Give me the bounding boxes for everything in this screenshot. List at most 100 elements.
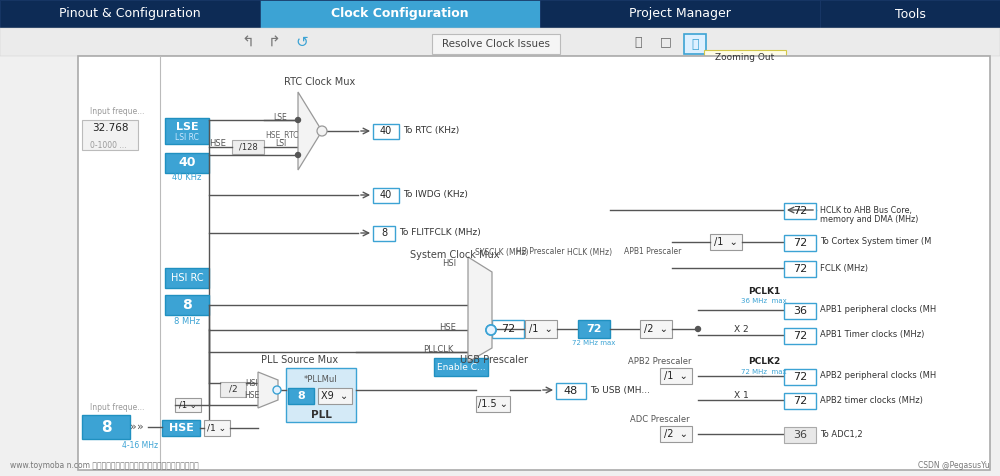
Text: LSE: LSE bbox=[176, 122, 198, 132]
Text: *PLLMul: *PLLMul bbox=[304, 376, 338, 385]
Bar bbox=[434, 358, 488, 376]
Circle shape bbox=[317, 126, 327, 136]
Bar bbox=[640, 320, 672, 338]
Text: Clock Configuration: Clock Configuration bbox=[331, 8, 469, 20]
Text: 8: 8 bbox=[297, 391, 305, 401]
Text: HSE: HSE bbox=[169, 423, 193, 433]
Text: 72: 72 bbox=[793, 264, 807, 274]
Bar bbox=[318, 388, 352, 404]
Bar bbox=[784, 261, 816, 277]
Text: HCLK to AHB Bus Core,: HCLK to AHB Bus Core, bbox=[820, 207, 912, 216]
Text: »: » bbox=[130, 422, 136, 432]
Text: To ADC1,2: To ADC1,2 bbox=[820, 429, 863, 438]
Bar bbox=[373, 124, 399, 139]
Text: 72: 72 bbox=[793, 396, 807, 406]
Text: 72: 72 bbox=[793, 238, 807, 248]
Text: APB2 Prescaler: APB2 Prescaler bbox=[628, 357, 692, 367]
Text: 72: 72 bbox=[793, 372, 807, 382]
Circle shape bbox=[486, 325, 496, 335]
Text: APB1 peripheral clocks (MH: APB1 peripheral clocks (MH bbox=[820, 306, 936, 315]
Text: 0-1000 ...: 0-1000 ... bbox=[90, 140, 126, 149]
Text: HSE: HSE bbox=[244, 391, 260, 400]
Bar bbox=[204, 420, 230, 436]
Bar bbox=[286, 368, 356, 422]
Text: X9  ⌄: X9 ⌄ bbox=[321, 391, 349, 401]
Text: /1  ⌄: /1 ⌄ bbox=[714, 237, 738, 247]
Text: 40: 40 bbox=[178, 157, 196, 169]
Text: memory and DMA (MHz): memory and DMA (MHz) bbox=[820, 216, 918, 225]
Bar bbox=[540, 0, 820, 28]
Polygon shape bbox=[258, 372, 278, 408]
Text: ↰: ↰ bbox=[242, 34, 254, 50]
Text: PLL Source Mux: PLL Source Mux bbox=[261, 355, 339, 365]
Text: 🔍: 🔍 bbox=[634, 36, 642, 49]
Text: HSE_RTC: HSE_RTC bbox=[265, 130, 299, 139]
Text: X 2: X 2 bbox=[734, 325, 748, 334]
Bar bbox=[710, 234, 742, 250]
Bar bbox=[162, 420, 200, 436]
Text: PCLK2: PCLK2 bbox=[748, 357, 780, 367]
Text: /1 ⌄: /1 ⌄ bbox=[179, 400, 197, 409]
Text: 8: 8 bbox=[101, 419, 111, 435]
Bar bbox=[78, 56, 990, 470]
Text: 36: 36 bbox=[793, 306, 807, 316]
Bar bbox=[175, 398, 201, 412]
Bar bbox=[820, 0, 1000, 28]
Bar bbox=[784, 427, 816, 443]
Text: /2: /2 bbox=[229, 385, 237, 394]
Text: LSI: LSI bbox=[276, 139, 287, 148]
Bar bbox=[165, 295, 209, 315]
Text: 72 MHz  max: 72 MHz max bbox=[741, 369, 787, 375]
Text: Input freque...: Input freque... bbox=[90, 404, 144, 413]
Bar bbox=[556, 383, 586, 399]
Text: HCLK (MHz): HCLK (MHz) bbox=[567, 248, 613, 257]
Text: 36: 36 bbox=[793, 430, 807, 440]
Text: Resolve Clock Issues: Resolve Clock Issues bbox=[442, 39, 550, 49]
Text: To IWDG (KHz): To IWDG (KHz) bbox=[403, 190, 468, 199]
Text: To USB (MH...: To USB (MH... bbox=[590, 386, 650, 395]
Text: □: □ bbox=[660, 36, 672, 49]
Text: 4-16 MHz: 4-16 MHz bbox=[122, 440, 158, 449]
Text: 72: 72 bbox=[501, 324, 515, 334]
Text: Enable C...: Enable C... bbox=[437, 363, 485, 371]
Text: APB1 Timer clocks (MHz): APB1 Timer clocks (MHz) bbox=[820, 330, 924, 339]
Bar bbox=[578, 320, 610, 338]
Text: HSI: HSI bbox=[442, 258, 456, 268]
Circle shape bbox=[273, 386, 281, 394]
Bar bbox=[525, 320, 557, 338]
Text: 40 KHz: 40 KHz bbox=[172, 173, 202, 182]
Text: /1 ⌄: /1 ⌄ bbox=[207, 424, 227, 433]
Text: FCLK (MHz): FCLK (MHz) bbox=[820, 264, 868, 272]
Bar bbox=[476, 396, 510, 412]
Text: 48: 48 bbox=[564, 386, 578, 396]
Bar bbox=[82, 415, 130, 439]
Text: 8 MHz: 8 MHz bbox=[174, 317, 200, 326]
Bar bbox=[704, 50, 786, 66]
Text: www.toymoba n.com 网络图片仅供展示，非存储，如有侵权请联系删除。: www.toymoba n.com 网络图片仅供展示，非存储，如有侵权请联系删除… bbox=[10, 462, 199, 470]
Text: /1.5 ⌄: /1.5 ⌄ bbox=[478, 399, 508, 409]
Text: Pinout & Configuration: Pinout & Configuration bbox=[59, 8, 201, 20]
Text: 32.768: 32.768 bbox=[92, 123, 128, 133]
Bar bbox=[660, 368, 692, 384]
Text: ↱: ↱ bbox=[268, 34, 280, 50]
Bar bbox=[165, 153, 209, 173]
Text: Tools: Tools bbox=[895, 8, 925, 20]
Bar bbox=[784, 328, 816, 344]
Bar bbox=[432, 34, 560, 54]
Text: /128: /128 bbox=[239, 142, 257, 151]
Text: 72: 72 bbox=[793, 206, 807, 216]
Bar bbox=[784, 369, 816, 385]
Text: HSE: HSE bbox=[210, 139, 226, 148]
Text: Project Manager: Project Manager bbox=[629, 8, 731, 20]
Polygon shape bbox=[468, 257, 492, 362]
Bar bbox=[784, 393, 816, 409]
Text: 8: 8 bbox=[182, 298, 192, 312]
Bar bbox=[82, 120, 138, 150]
Text: 72 MHz max: 72 MHz max bbox=[572, 340, 616, 346]
Bar bbox=[165, 268, 209, 288]
Text: ADC Prescaler: ADC Prescaler bbox=[630, 416, 690, 425]
Circle shape bbox=[696, 327, 700, 331]
Circle shape bbox=[296, 118, 300, 122]
Bar bbox=[373, 226, 395, 241]
Text: PCLK1: PCLK1 bbox=[748, 287, 780, 296]
